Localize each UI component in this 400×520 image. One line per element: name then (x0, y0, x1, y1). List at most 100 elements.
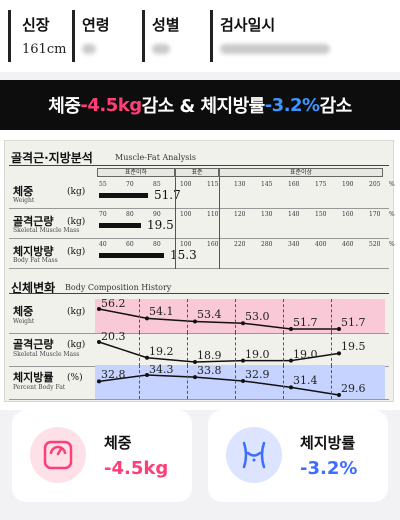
scale-tick-label: 90 (153, 211, 161, 218)
history-value: 53.0 (245, 310, 270, 324)
column-divider (235, 299, 236, 333)
banner-text-1: 체중 (48, 96, 81, 117)
history-value: 19.0 (245, 347, 270, 361)
inbody-result-sheet: 골격근·지방분석 Muscle-Fat Analysis 표준이하 표준 표준이… (0, 130, 400, 410)
analysis-row-unit: (kg) (67, 247, 86, 257)
scale-tick-label: 100 (180, 181, 192, 188)
scale-tick-label: 205 (369, 181, 381, 188)
weight-icon-circle (30, 427, 86, 483)
analysis-row-label: 체중 (13, 185, 34, 198)
history-value: 32.8 (101, 368, 126, 382)
history-row-unit: (kg) (67, 340, 86, 350)
column-divider (187, 365, 188, 399)
history-subtitle: Body Composition History (65, 283, 172, 292)
scale-tick-label: 340 (288, 241, 300, 248)
banner-weight-change: -4.5kg (80, 94, 142, 116)
history-row-unit: (%) (67, 373, 83, 383)
trend-point (241, 321, 245, 326)
trend-point (145, 355, 149, 360)
scale-tick-label: 170 (369, 211, 381, 218)
analysis-row-bar (99, 253, 164, 258)
range-below: 표준이하 (97, 168, 175, 177)
history-value: 19.5 (341, 340, 366, 354)
scanned-paper: 골격근·지방분석 Muscle-Fat Analysis 표준이하 표준 표준이… (4, 140, 395, 402)
history-value: 20.3 (101, 330, 126, 343)
history-row-band: 56.2 54.1 53.4 53.0 51.7 51.7 (95, 297, 385, 333)
percent-sign: % (389, 211, 395, 218)
trend-point (289, 327, 293, 331)
age-label: 연령 (82, 16, 110, 34)
column-divider (187, 299, 188, 333)
height-column: 신장 161cm (0, 0, 72, 72)
blurred-gender (152, 44, 170, 54)
scale-tick-label: 400 (315, 241, 327, 248)
analysis-row-sublabel: Body Fat Mass (13, 257, 58, 264)
scale-tick-label: 460 (342, 241, 354, 248)
trend-point (97, 340, 101, 344)
analysis-title: 골격근·지방분석 (11, 151, 93, 165)
scale-tick-label: 70 (99, 211, 107, 218)
column-divider (139, 299, 140, 333)
percent-sign: % (389, 181, 395, 188)
scale-tick-label: 145 (261, 181, 273, 188)
profile-info-header: 신장 161cm 연령 성별 검사일시 (0, 0, 400, 72)
banner-text-3: 감소 (319, 96, 353, 117)
range-above: 표준이상 (219, 168, 383, 177)
scale-tick-label: 175 (315, 181, 327, 188)
trend-point (193, 319, 197, 324)
divider (142, 10, 145, 62)
scale-tick-label: 160 (342, 211, 354, 218)
scale-tick-label: 110 (207, 211, 219, 218)
scale-tick-label: 140 (288, 211, 300, 218)
row-rule (9, 268, 389, 269)
history-row-unit: (kg) (67, 307, 86, 317)
column-divider (283, 299, 284, 333)
rule (9, 293, 389, 294)
scale-tick-label: 120 (234, 211, 246, 218)
column-divider (331, 299, 332, 333)
divider (8, 10, 11, 62)
scale-icon (43, 440, 73, 470)
scale-tick-label: 60 (126, 241, 134, 248)
analysis-row-value: 19.5 (147, 218, 174, 232)
trend-point (241, 358, 245, 363)
analysis-subtitle: Muscle-Fat Analysis (115, 153, 197, 162)
gender-column: 성별 (142, 0, 210, 72)
history-row-sublabel: Percent Body Fat (13, 384, 66, 391)
analysis-row-value: 15.3 (170, 248, 197, 262)
height-label: 신장 (22, 16, 50, 34)
scale-tick-label: 100 (180, 211, 192, 218)
range-guide (219, 177, 220, 269)
trend-point (337, 327, 341, 331)
waist-icon (242, 441, 266, 469)
trend-point (289, 385, 293, 390)
scale-tick-label: 85 (153, 181, 161, 188)
fat-card-title: 체지방률 (300, 434, 356, 452)
scale-tick-label: 115 (207, 181, 219, 188)
history-value: 31.4 (293, 374, 318, 388)
trend-point (337, 393, 341, 397)
scale-tick-label: 80 (153, 241, 161, 248)
scale-tick-label: 160 (288, 181, 300, 188)
fat-summary-card: 체지방률 -3.2% (208, 410, 388, 502)
scale-tick-label: 220 (234, 241, 246, 248)
rule (9, 165, 389, 166)
range-standard: 표준 (175, 168, 219, 177)
height-value: 161cm (22, 42, 67, 57)
column-divider (235, 332, 236, 366)
history-value: 51.7 (293, 316, 318, 329)
fat-card-value: -3.2% (300, 458, 358, 479)
scale-tick-label: 130 (261, 211, 273, 218)
history-value: 54.1 (149, 305, 174, 319)
analysis-row-value: 51.7 (154, 188, 181, 202)
scale-tick-label: 150 (315, 211, 327, 218)
weight-summary-card: 체중 -4.5kg (12, 410, 192, 502)
scale-tick-label: 100 (180, 241, 192, 248)
blurred-age (82, 44, 96, 54)
history-row-label: 체지방률 (13, 371, 54, 384)
analysis-row-bar (99, 223, 141, 228)
history-value: 33.8 (197, 364, 222, 378)
result-banner: 체중 -4.5kg 감소 & 체지방률 -3.2% 감소 (0, 80, 400, 130)
column-divider (139, 365, 140, 399)
analysis-row-sublabel: Weight (13, 197, 35, 204)
